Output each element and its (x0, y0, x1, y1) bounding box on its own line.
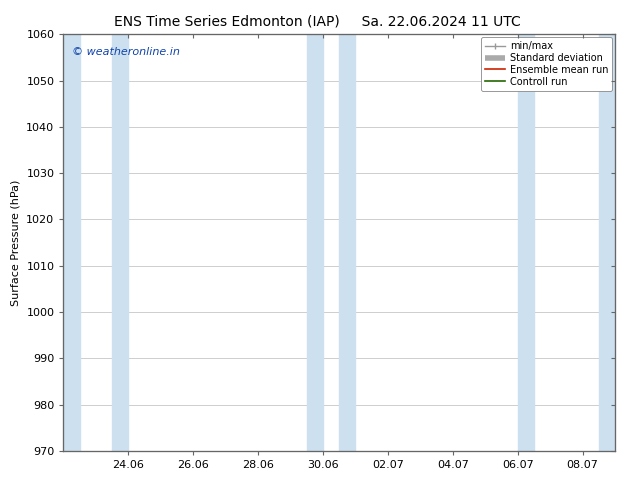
Text: © weatheronline.in: © weatheronline.in (72, 47, 179, 57)
Bar (63, 34, 80, 451)
Y-axis label: Surface Pressure (hPa): Surface Pressure (hPa) (11, 179, 21, 306)
Bar (517, 34, 534, 451)
Bar (339, 34, 356, 451)
Bar (598, 34, 615, 451)
Bar (307, 34, 323, 451)
Bar (112, 34, 128, 451)
Legend: min/max, Standard deviation, Ensemble mean run, Controll run: min/max, Standard deviation, Ensemble me… (481, 37, 612, 91)
Text: ENS Time Series Edmonton (IAP)     Sa. 22.06.2024 11 UTC: ENS Time Series Edmonton (IAP) Sa. 22.06… (113, 15, 521, 29)
